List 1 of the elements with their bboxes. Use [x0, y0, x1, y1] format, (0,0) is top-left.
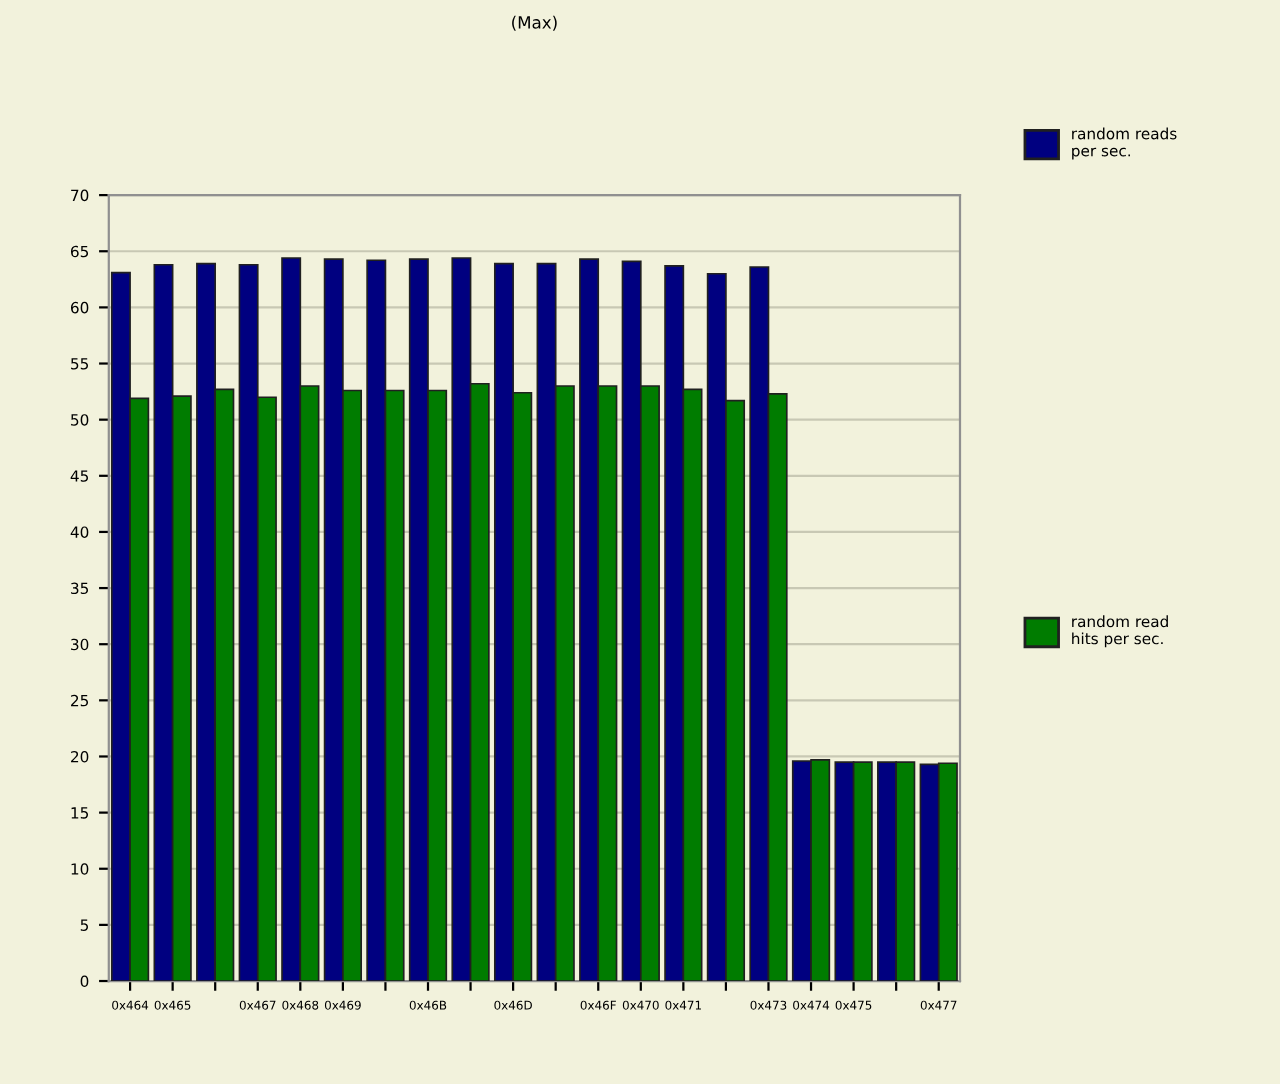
chart-title: (Max)	[512, 15, 557, 31]
